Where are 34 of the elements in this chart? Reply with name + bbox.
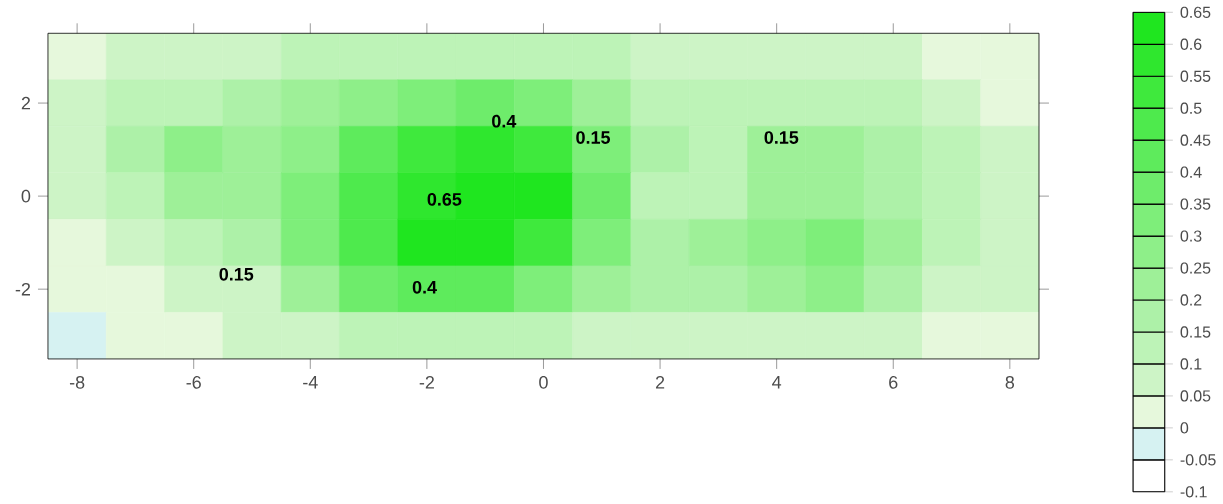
color-bar-label: 0.25 — [1180, 262, 1211, 274]
color-bar-label: 0.4 — [1180, 166, 1202, 178]
x-tick-label: -6 — [186, 375, 201, 389]
color-bar-label: 0.3 — [1180, 230, 1202, 242]
annotation: 0.65 — [427, 192, 462, 206]
color-bar-label: -0.05 — [1180, 454, 1216, 466]
color-bar-label: 0.45 — [1180, 134, 1211, 146]
color-bar-label: 0.65 — [1180, 6, 1211, 18]
x-tick-label: 6 — [889, 375, 898, 389]
color-bar-label: 0.5 — [1180, 102, 1202, 114]
color-bar-label: 0.05 — [1180, 390, 1211, 402]
color-bar-label: 0.35 — [1180, 198, 1211, 210]
y-tick-label: 2 — [21, 96, 31, 110]
x-tick-label: 8 — [1005, 375, 1015, 389]
x-tick-label: -2 — [419, 375, 434, 389]
color-bar-label: 0.2 — [1180, 294, 1202, 306]
annotation: 0.15 — [576, 131, 611, 144]
x-tick-label: 2 — [655, 375, 665, 389]
color-bar-label: 0 — [1180, 422, 1189, 434]
x-tick-label: -8 — [69, 375, 85, 389]
y-tick-label: 0 — [21, 189, 31, 203]
color-bar-label: 0.15 — [1180, 326, 1211, 338]
annotation: 0.4 — [412, 280, 437, 294]
y-tick-label: -2 — [15, 282, 31, 296]
annotation: 0.4 — [492, 114, 517, 128]
x-tick-label: 4 — [772, 375, 782, 389]
annotation: 0.15 — [219, 267, 254, 281]
color-bar-label: -0.1 — [1180, 486, 1207, 498]
color-bar-label: 0.6 — [1180, 38, 1202, 50]
annotation: 0.15 — [764, 131, 799, 144]
x-tick-label: 0 — [539, 375, 548, 389]
color-bar-label: 0.55 — [1180, 70, 1211, 82]
x-tick-label: -4 — [303, 375, 318, 389]
color-bar-label: 0.1 — [1180, 358, 1202, 370]
